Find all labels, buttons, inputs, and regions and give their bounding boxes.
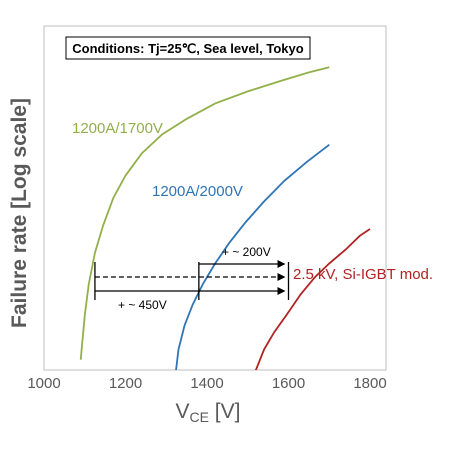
- x-tick-label: 1600: [272, 375, 305, 392]
- series-label-3: 2.5 kV, Si-IGBT mod.: [293, 266, 433, 283]
- x-tick-label: 1800: [353, 375, 386, 392]
- x-axis-label: VCE [V]: [176, 400, 241, 425]
- x-axis-label-unit: [V]: [209, 400, 241, 423]
- conditions-text: Conditions: Tj=25℃, Sea level, Tokyo: [72, 41, 304, 56]
- plot-area: [43, 25, 387, 371]
- annotation-label-2: + ~ 450V: [118, 298, 167, 312]
- y-axis-label: Failure rate [Log scale]: [8, 98, 31, 328]
- x-tick-label: 1400: [190, 375, 223, 392]
- x-axis-label-main: V: [176, 400, 190, 423]
- x-tick-labels: 1000 1200 1400 1600 1800: [27, 375, 386, 392]
- x-tick-label: 1200: [109, 375, 142, 392]
- annotation-label-1: + ~ 200V: [222, 245, 271, 259]
- series-label-1: 1200A/1700V: [72, 120, 163, 137]
- series-lines: 1200A/1700V 1200A/2000V 2.5 kV, Si-IGBT mo…: [72, 66, 433, 370]
- annotations: + ~ 200V + ~ 450V: [94, 245, 290, 312]
- conditions-box: [65, 36, 311, 60]
- series-line-1: [79, 66, 330, 360]
- series-label-2: 1200A/2000V: [152, 183, 243, 200]
- series-line-3: [254, 228, 371, 370]
- x-tick-label: 1000: [27, 375, 60, 392]
- x-axis-label-sub: CE: [190, 409, 209, 425]
